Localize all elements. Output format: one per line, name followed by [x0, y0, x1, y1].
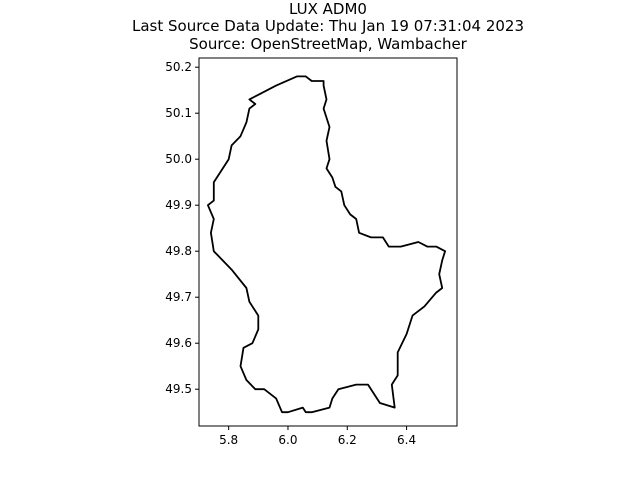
axes-frame [198, 57, 458, 427]
y-tick-label: 49.6 [165, 336, 192, 350]
boundary-layer [206, 75, 447, 414]
y-tick-label: 49.9 [165, 198, 192, 212]
y-tick-label: 49.8 [165, 244, 192, 258]
x-tick-label: 5.8 [219, 433, 238, 447]
y-tick-label: 49.5 [165, 382, 192, 396]
x-axis: 5.8 6.0 6.2 6.4 [219, 426, 416, 447]
map-title: LUX ADM0 Last Source Data Update: Thu Ja… [132, 0, 524, 53]
plot-area: 5.8 6.0 6.2 6.4 49.5 49.6 49.7 49.8 49.9 50.0 50.… [165, 57, 458, 447]
x-tick-label: 6.2 [338, 433, 357, 447]
y-tick-label: 50.1 [165, 106, 192, 120]
y-tick-label: 50.2 [165, 60, 192, 74]
x-tick-label: 6.0 [278, 433, 297, 447]
y-axis: 49.5 49.6 49.7 49.8 49.9 50.0 50.1 50.2 [165, 60, 199, 396]
country-boundary-line [206, 75, 447, 414]
y-tick-label: 49.7 [165, 290, 192, 304]
title-line-1: LUX ADM0 [289, 0, 367, 18]
x-tick-label: 6.4 [397, 433, 416, 447]
title-line-2: Last Source Data Update: Thu Jan 19 07:3… [132, 17, 524, 35]
title-line-3: Source: OpenStreetMap, Wambacher [189, 35, 468, 53]
y-tick-label: 50.0 [165, 152, 192, 166]
